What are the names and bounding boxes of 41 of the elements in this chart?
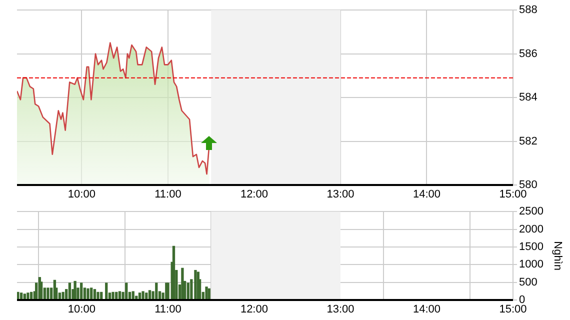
x-tick-label: 13:00 bbox=[326, 188, 354, 201]
bar bbox=[68, 282, 72, 300]
x-tick-label: 14:00 bbox=[412, 304, 441, 316]
bar bbox=[155, 282, 158, 300]
bar bbox=[181, 268, 184, 300]
y-tick-label: 588 bbox=[519, 4, 538, 16]
y-tick-label: 582 bbox=[519, 135, 538, 148]
bar bbox=[46, 288, 50, 300]
x-tick-label: 10:00 bbox=[68, 188, 96, 201]
x-tick-label: 11:00 bbox=[154, 188, 182, 201]
x-tick-label: 11:00 bbox=[154, 304, 182, 316]
bar bbox=[125, 282, 128, 300]
x-tick-label: 13:00 bbox=[326, 304, 354, 316]
y-axis-title: Nghìn bbox=[551, 241, 564, 270]
bar bbox=[205, 286, 208, 300]
bar bbox=[172, 246, 176, 300]
bar bbox=[26, 292, 30, 300]
bar bbox=[112, 292, 114, 300]
y-tick-label: 2500 bbox=[519, 206, 544, 218]
x-tick-label: 14:00 bbox=[412, 188, 441, 201]
bar bbox=[74, 280, 76, 300]
y-tick-label: 2000 bbox=[519, 223, 544, 236]
x-tick-label: 12:00 bbox=[240, 188, 268, 201]
y-tick-label: 584 bbox=[519, 92, 538, 104]
x-tick-label: 12:00 bbox=[240, 304, 268, 316]
y-tick-label: 1000 bbox=[519, 258, 544, 271]
bar bbox=[186, 282, 190, 300]
x-tick-label: 15:00 bbox=[499, 304, 527, 316]
bar bbox=[17, 292, 20, 300]
bar bbox=[142, 291, 144, 300]
x-tick-label: 15:00 bbox=[499, 188, 527, 201]
y-tick-label: 586 bbox=[519, 48, 538, 60]
bar bbox=[86, 288, 90, 300]
x-tick-label: 10:00 bbox=[68, 304, 96, 316]
bar bbox=[80, 282, 83, 300]
bar bbox=[62, 292, 64, 300]
bar bbox=[194, 270, 197, 300]
bar bbox=[105, 282, 108, 300]
y-tick-label: 1500 bbox=[519, 240, 544, 253]
bar bbox=[96, 292, 100, 300]
y-tick-label: 500 bbox=[519, 276, 538, 288]
